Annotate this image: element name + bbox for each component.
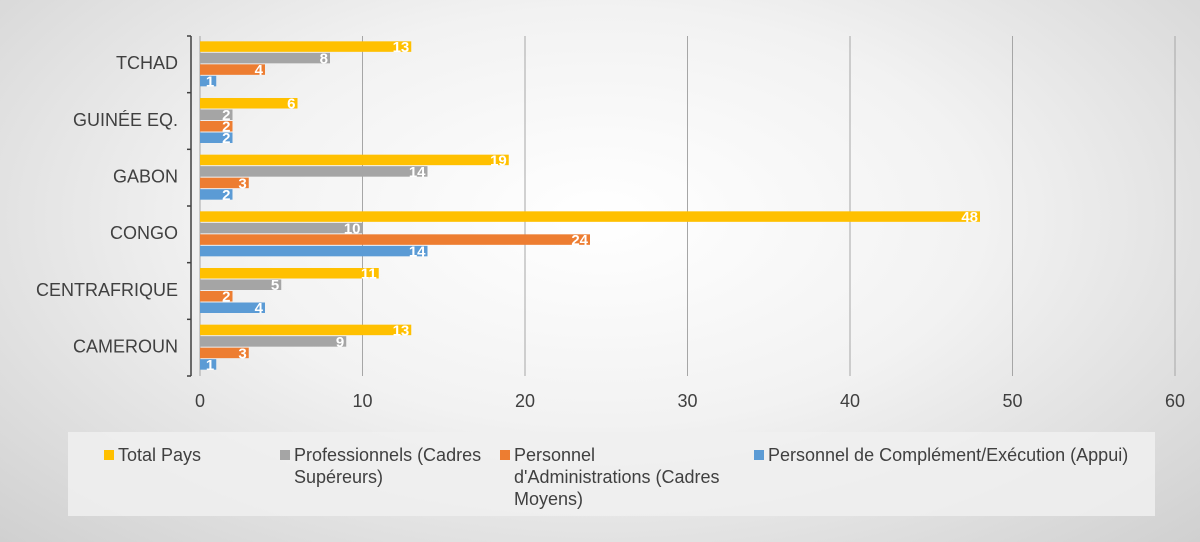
value-label: 2 xyxy=(222,119,230,136)
x-tick-label: 50 xyxy=(1002,391,1022,411)
value-label: 10 xyxy=(344,221,361,238)
value-label: 13 xyxy=(393,39,410,56)
y-tick-label: TCHAD xyxy=(116,53,178,73)
legend-item: Professionnels (Cadres Supéreurs) xyxy=(280,444,494,488)
bar xyxy=(200,324,412,336)
legend-item: Personnel d'Administrations (Cadres Moye… xyxy=(500,444,734,510)
value-label: 11 xyxy=(361,266,377,283)
y-tick-label: CENTRAFRIQUE xyxy=(36,280,178,300)
bar xyxy=(200,222,363,234)
y-tick-label: GABON xyxy=(113,166,178,186)
bar xyxy=(200,98,298,109)
value-label: 24 xyxy=(571,232,588,249)
bar xyxy=(200,154,509,166)
value-label: 1 xyxy=(206,357,214,374)
bar xyxy=(200,336,347,347)
legend-label: Total Pays xyxy=(118,445,202,465)
x-tick-label: 60 xyxy=(1165,391,1185,411)
value-label: 2 xyxy=(222,130,230,147)
x-tick-label: 10 xyxy=(352,391,372,411)
bar xyxy=(200,132,233,143)
legend-swatch xyxy=(104,450,114,460)
bar xyxy=(200,189,233,200)
bar xyxy=(200,52,330,64)
value-label: 6 xyxy=(287,96,295,113)
bar xyxy=(200,177,249,189)
value-label: 48 xyxy=(961,209,978,226)
bar xyxy=(200,64,265,75)
bar xyxy=(200,268,379,279)
legend-label: Personnel d'Administrations (Cadres Moye… xyxy=(514,445,720,509)
bar xyxy=(200,291,233,302)
bar xyxy=(200,245,428,257)
bar xyxy=(200,41,412,52)
legend-swatch xyxy=(754,450,764,460)
y-tick-label: CAMEROUN xyxy=(73,336,178,356)
legend-swatch xyxy=(280,450,290,460)
x-tick-label: 20 xyxy=(515,391,535,411)
value-label: 19 xyxy=(490,152,507,169)
value-label: 9 xyxy=(336,334,344,351)
legend-swatch xyxy=(500,450,510,460)
value-label: 14 xyxy=(409,244,426,261)
value-label: 4 xyxy=(255,62,264,79)
value-label: 3 xyxy=(238,175,246,192)
x-tick-label: 0 xyxy=(195,391,205,411)
value-label: 14 xyxy=(409,164,426,181)
bar xyxy=(200,347,249,359)
value-label: 8 xyxy=(320,51,328,68)
x-tick-label: 40 xyxy=(840,391,860,411)
legend-label: Personnel de Complément/Exécution (Appui… xyxy=(768,445,1129,465)
value-label: 5 xyxy=(271,277,279,294)
value-label: 3 xyxy=(238,345,246,362)
bar xyxy=(200,279,282,290)
value-label: 2 xyxy=(222,107,230,124)
bar xyxy=(200,234,590,245)
y-tick-label: CONGO xyxy=(110,223,178,243)
legend-label: Professionnels (Cadres Supéreurs) xyxy=(294,445,482,487)
bar xyxy=(200,109,233,120)
value-label: 4 xyxy=(255,300,264,317)
value-label: 2 xyxy=(222,187,230,204)
x-tick-label: 30 xyxy=(677,391,697,411)
value-label: 1 xyxy=(206,74,214,91)
value-label: 2 xyxy=(222,289,230,306)
bar xyxy=(200,121,233,132)
bar xyxy=(200,359,217,370)
bar xyxy=(200,166,428,177)
bar xyxy=(200,211,980,222)
legend-item: Personnel de Complément/Exécution (Appui… xyxy=(754,444,1148,466)
value-label: 13 xyxy=(393,322,410,339)
bar xyxy=(200,302,265,313)
bar xyxy=(200,75,217,87)
legend-item: Total Pays xyxy=(104,444,268,466)
y-tick-label: GUINÉE EQ. xyxy=(73,110,178,130)
legend: Total Pays Professionnels (Cadres Supéreu… xyxy=(68,432,1155,516)
